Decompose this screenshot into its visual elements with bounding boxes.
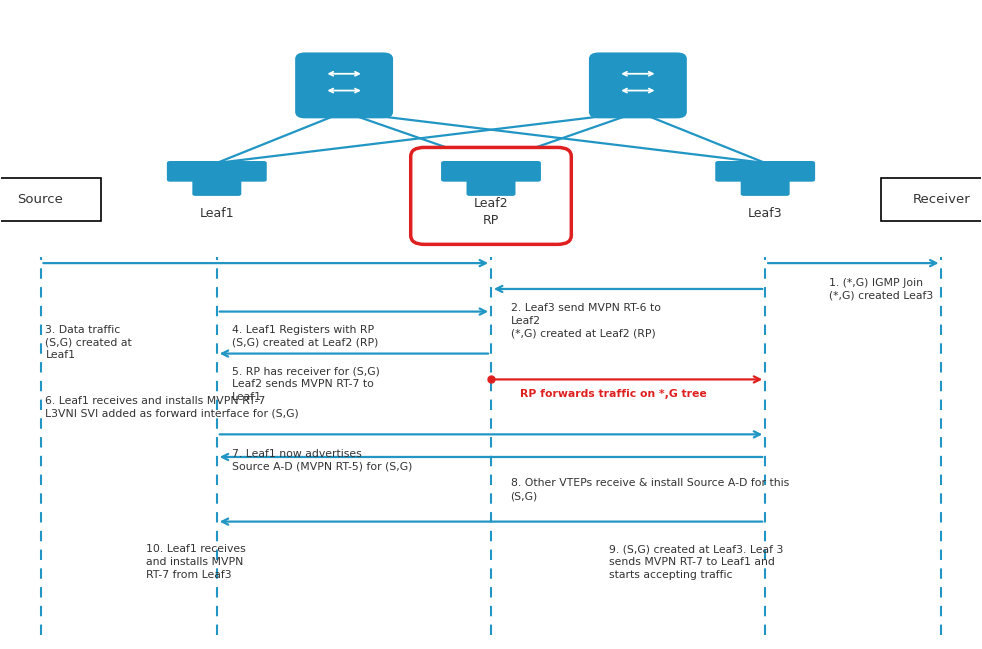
FancyBboxPatch shape bbox=[296, 53, 393, 118]
Text: Leaf3: Leaf3 bbox=[748, 207, 783, 220]
Text: 2. Leaf3 send MVPN RT-6 to
Leaf2
(*,G) created at Leaf2 (RP): 2. Leaf3 send MVPN RT-6 to Leaf2 (*,G) c… bbox=[511, 303, 661, 339]
Text: 10. Leaf1 receives
and installs MVPN
RT-7 from Leaf3: 10. Leaf1 receives and installs MVPN RT-… bbox=[146, 545, 246, 580]
Text: 8. Other VTEPs receive & install Source A-D for this
(S,G): 8. Other VTEPs receive & install Source … bbox=[511, 478, 789, 501]
Text: Leaf1: Leaf1 bbox=[199, 207, 234, 220]
FancyBboxPatch shape bbox=[715, 161, 815, 182]
Text: 6. Leaf1 receives and installs MVPN RT-7
L3VNI SVI added as forward interface fo: 6. Leaf1 receives and installs MVPN RT-7… bbox=[45, 396, 300, 419]
FancyBboxPatch shape bbox=[466, 175, 516, 196]
Text: 7. Leaf1 now advertises
Source A-D (MVPN RT-5) for (S,G): 7. Leaf1 now advertises Source A-D (MVPN… bbox=[232, 448, 411, 471]
Text: 5. RP has receiver for (S,G)
Leaf2 sends MVPN RT-7 to
Leaf1: 5. RP has receiver for (S,G) Leaf2 sends… bbox=[232, 367, 379, 402]
Text: 4. Leaf1 Registers with RP
(S,G) created at Leaf2 (RP): 4. Leaf1 Registers with RP (S,G) created… bbox=[232, 324, 378, 347]
FancyBboxPatch shape bbox=[0, 178, 101, 221]
Text: Receiver: Receiver bbox=[912, 193, 970, 206]
Text: Source: Source bbox=[18, 193, 64, 206]
FancyBboxPatch shape bbox=[441, 161, 541, 182]
Text: 3. Data traffic
(S,G) created at
Leaf1: 3. Data traffic (S,G) created at Leaf1 bbox=[45, 324, 133, 360]
FancyBboxPatch shape bbox=[192, 175, 242, 196]
Text: RP forwards traffic on *,G tree: RP forwards traffic on *,G tree bbox=[520, 389, 707, 399]
FancyBboxPatch shape bbox=[740, 175, 790, 196]
FancyBboxPatch shape bbox=[410, 147, 572, 245]
FancyBboxPatch shape bbox=[881, 178, 982, 221]
Text: Leaf2
RP: Leaf2 RP bbox=[473, 197, 509, 227]
FancyBboxPatch shape bbox=[167, 161, 267, 182]
Text: 9. (S,G) created at Leaf3. Leaf 3
sends MVPN RT-7 to Leaf1 and
starts accepting : 9. (S,G) created at Leaf3. Leaf 3 sends … bbox=[609, 545, 783, 580]
FancyBboxPatch shape bbox=[589, 53, 686, 118]
Text: 1. (*,G) IGMP Join
(*,G) created Leaf3: 1. (*,G) IGMP Join (*,G) created Leaf3 bbox=[829, 278, 933, 300]
